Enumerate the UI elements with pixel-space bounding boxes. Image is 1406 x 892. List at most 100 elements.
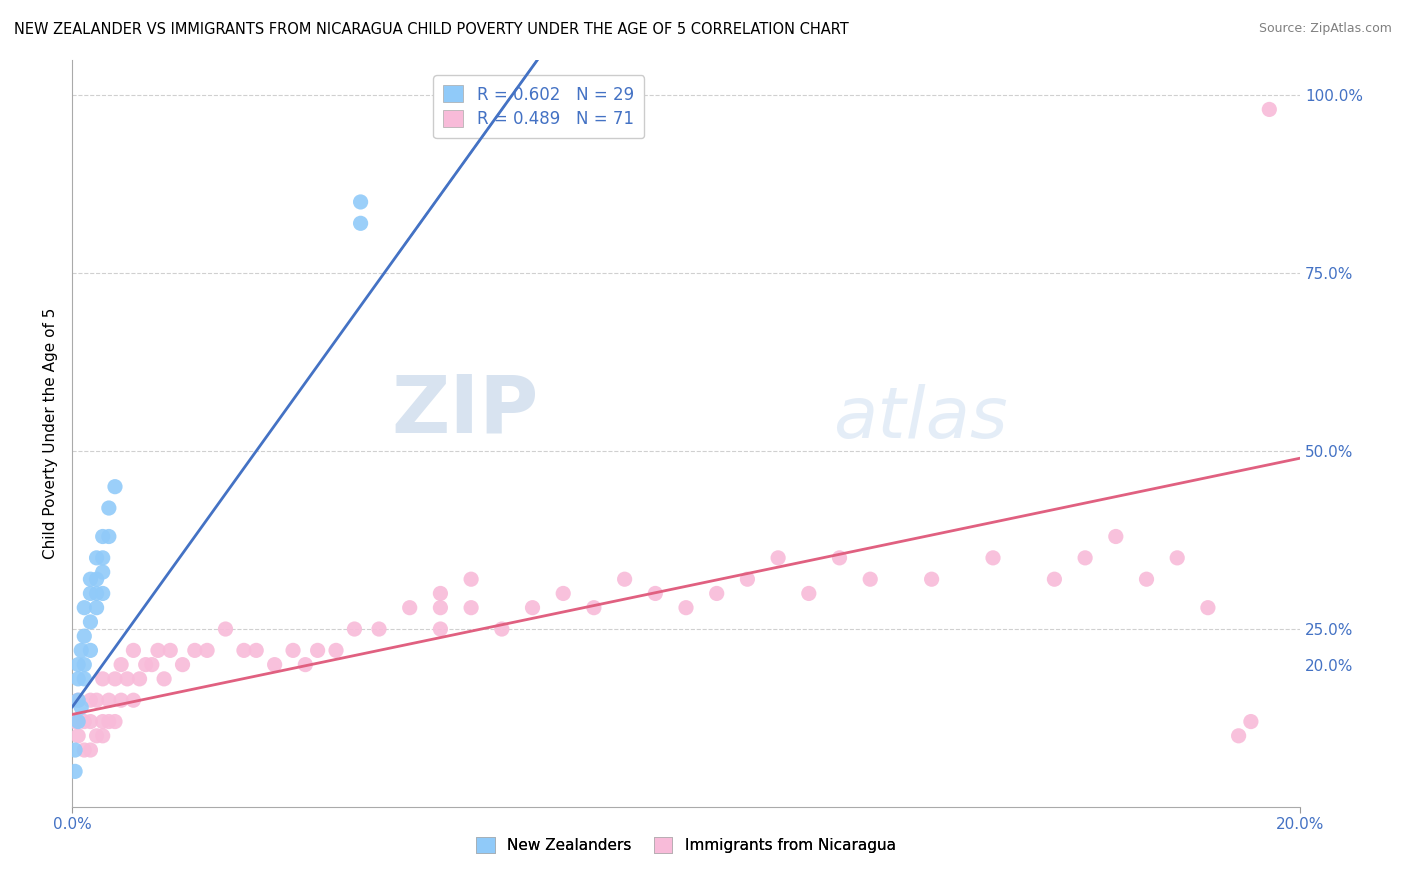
Point (429, 586, 451, 600)
Point (79, 693, 101, 707)
Point (1074, 550, 1097, 565)
Point (79, 586, 101, 600)
Point (828, 550, 851, 565)
Point (117, 672, 139, 686)
Point (294, 657, 316, 672)
Point (91, 672, 114, 686)
Point (644, 586, 666, 600)
Point (73, 672, 96, 686)
Point (522, 600, 544, 615)
Point (91, 550, 114, 565)
Point (79, 714, 101, 729)
Point (86, 550, 108, 565)
Point (368, 622, 391, 636)
Point (122, 643, 145, 657)
Legend: New Zealanders, Immigrants from Nicaragua: New Zealanders, Immigrants from Nicaragu… (470, 831, 901, 859)
Point (91, 729, 114, 743)
Point (921, 572, 943, 586)
Point (281, 643, 304, 657)
Point (1043, 572, 1066, 586)
Point (349, 216, 371, 230)
Point (195, 643, 218, 657)
Point (706, 586, 728, 600)
Point (86, 586, 108, 600)
Point (79, 743, 101, 757)
Point (104, 714, 127, 729)
Point (79, 643, 101, 657)
Point (73, 600, 96, 615)
Point (429, 622, 451, 636)
Point (63, 764, 86, 779)
Point (1135, 572, 1157, 586)
Point (67, 693, 90, 707)
Point (153, 672, 176, 686)
Point (79, 572, 101, 586)
Point (70, 700, 93, 714)
Point (398, 600, 420, 615)
Point (553, 586, 575, 600)
Point (307, 643, 329, 657)
Point (104, 480, 127, 494)
Point (1227, 729, 1250, 743)
Point (122, 693, 145, 707)
Point (214, 622, 236, 636)
Point (73, 743, 96, 757)
Point (110, 657, 132, 672)
Point (146, 643, 169, 657)
Point (110, 693, 132, 707)
Point (1166, 550, 1188, 565)
Point (67, 693, 90, 707)
Point (67, 714, 90, 729)
Point (766, 550, 789, 565)
Point (135, 657, 157, 672)
Point (613, 572, 636, 586)
Point (429, 600, 451, 615)
Point (86, 693, 108, 707)
Point (97, 693, 120, 707)
Point (63, 714, 86, 729)
Point (141, 657, 163, 672)
Point (675, 600, 697, 615)
Point (184, 643, 207, 657)
Point (582, 600, 605, 615)
Point (97, 501, 120, 516)
Point (67, 672, 90, 686)
Point (73, 714, 96, 729)
Point (91, 586, 114, 600)
Text: NEW ZEALANDER VS IMMIGRANTS FROM NICARAGUA CHILD POVERTY UNDER THE AGE OF 5 CORR: NEW ZEALANDER VS IMMIGRANTS FROM NICARAG… (14, 22, 849, 37)
Point (91, 529, 114, 543)
Point (67, 657, 90, 672)
Point (70, 643, 93, 657)
Point (128, 672, 150, 686)
Point (1105, 529, 1128, 543)
Point (79, 615, 101, 629)
Point (797, 586, 820, 600)
Point (86, 729, 108, 743)
Point (1197, 600, 1219, 615)
Point (343, 622, 366, 636)
Point (232, 643, 254, 657)
Point (1258, 103, 1281, 117)
Point (981, 550, 1004, 565)
Point (159, 643, 181, 657)
Y-axis label: Child Poverty Under the Age of 5: Child Poverty Under the Age of 5 (44, 308, 58, 559)
Point (460, 572, 482, 586)
Point (67, 729, 90, 743)
Text: atlas: atlas (834, 384, 1008, 453)
Point (97, 529, 120, 543)
Point (1240, 714, 1263, 729)
Point (737, 572, 759, 586)
Point (263, 657, 285, 672)
Point (245, 643, 267, 657)
Point (460, 600, 482, 615)
Point (491, 622, 513, 636)
Point (86, 600, 108, 615)
Point (349, 194, 371, 209)
Point (73, 657, 96, 672)
Text: Source: ZipAtlas.com: Source: ZipAtlas.com (1258, 22, 1392, 36)
Point (63, 743, 86, 757)
Point (91, 565, 114, 579)
Point (91, 714, 114, 729)
Point (97, 714, 120, 729)
Point (104, 672, 127, 686)
